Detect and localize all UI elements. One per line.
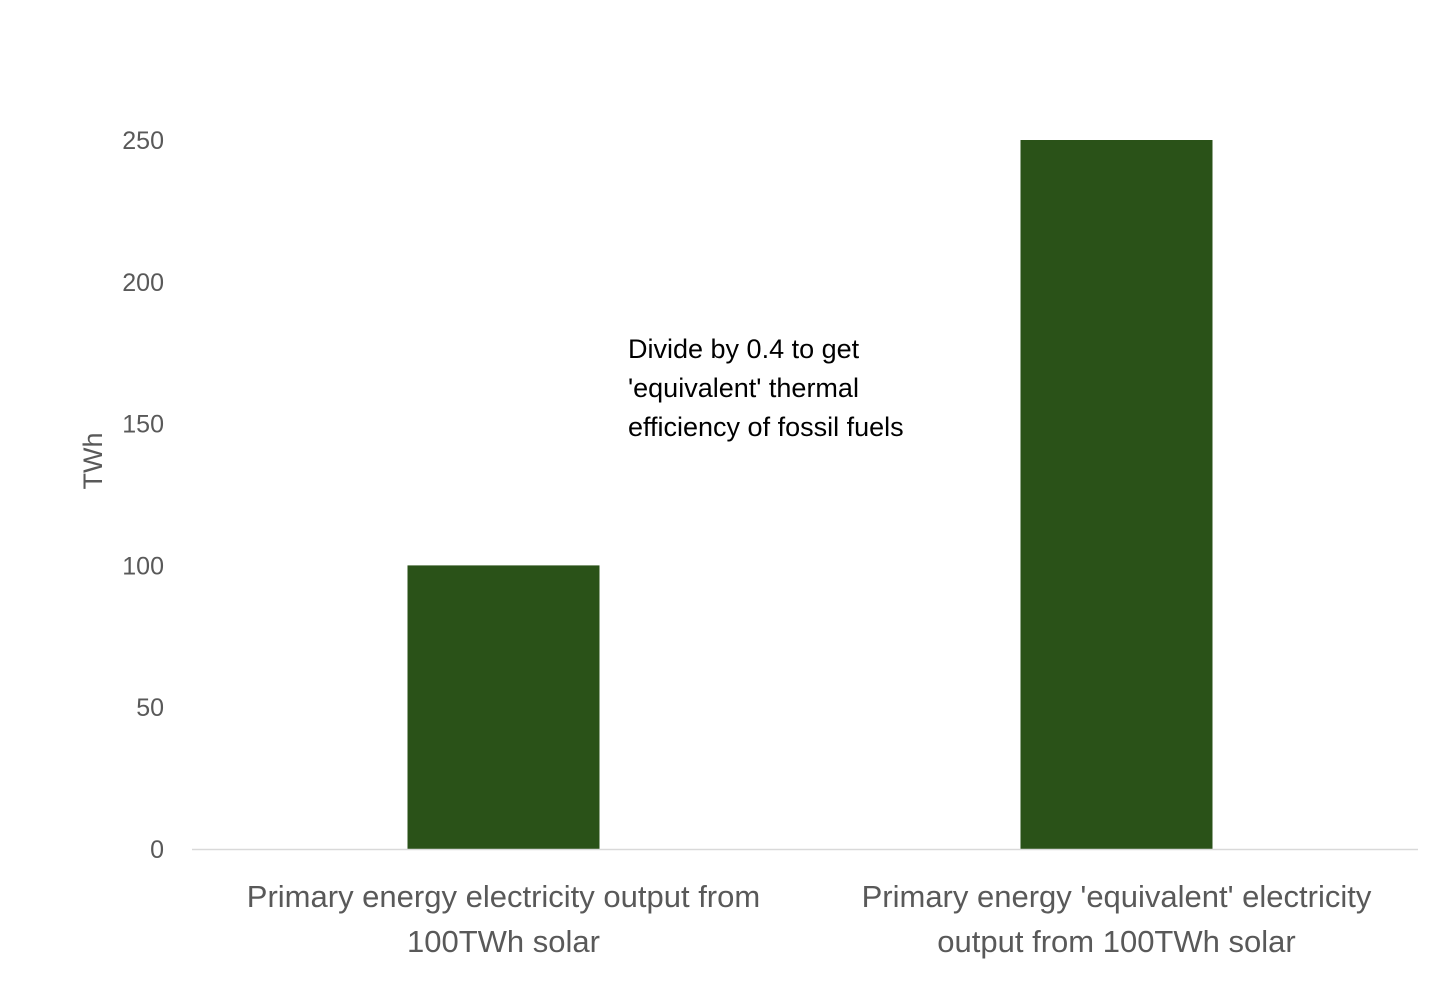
annotation-line: efficiency of fossil fuels xyxy=(628,412,904,442)
x-tick-label: Primary energy electricity output from 10… xyxy=(247,879,760,959)
bars xyxy=(407,140,1213,849)
y-axis-label: TWh xyxy=(78,433,108,490)
bar xyxy=(407,565,600,849)
y-tick-label: 150 xyxy=(122,411,164,439)
y-axis-ticks: 0 50 100 150 200 250 xyxy=(122,127,164,864)
annotation-line: 'equivalent' thermal xyxy=(628,373,859,403)
y-tick-label: 200 xyxy=(122,269,164,297)
bar xyxy=(1020,140,1213,849)
y-tick-label: 100 xyxy=(122,552,164,580)
y-tick-label: 250 xyxy=(122,127,164,155)
y-tick-label: 50 xyxy=(136,694,164,722)
x-axis-labels: Primary energy electricity output from 10… xyxy=(247,879,1372,959)
annotation-line: Divide by 0.4 to get xyxy=(628,334,860,364)
x-tick-label: Primary energy 'equivalent' electricity o… xyxy=(862,879,1372,959)
y-tick-label: 0 xyxy=(150,836,164,864)
annotation: Divide by 0.4 to get 'equivalent' therma… xyxy=(628,330,958,447)
